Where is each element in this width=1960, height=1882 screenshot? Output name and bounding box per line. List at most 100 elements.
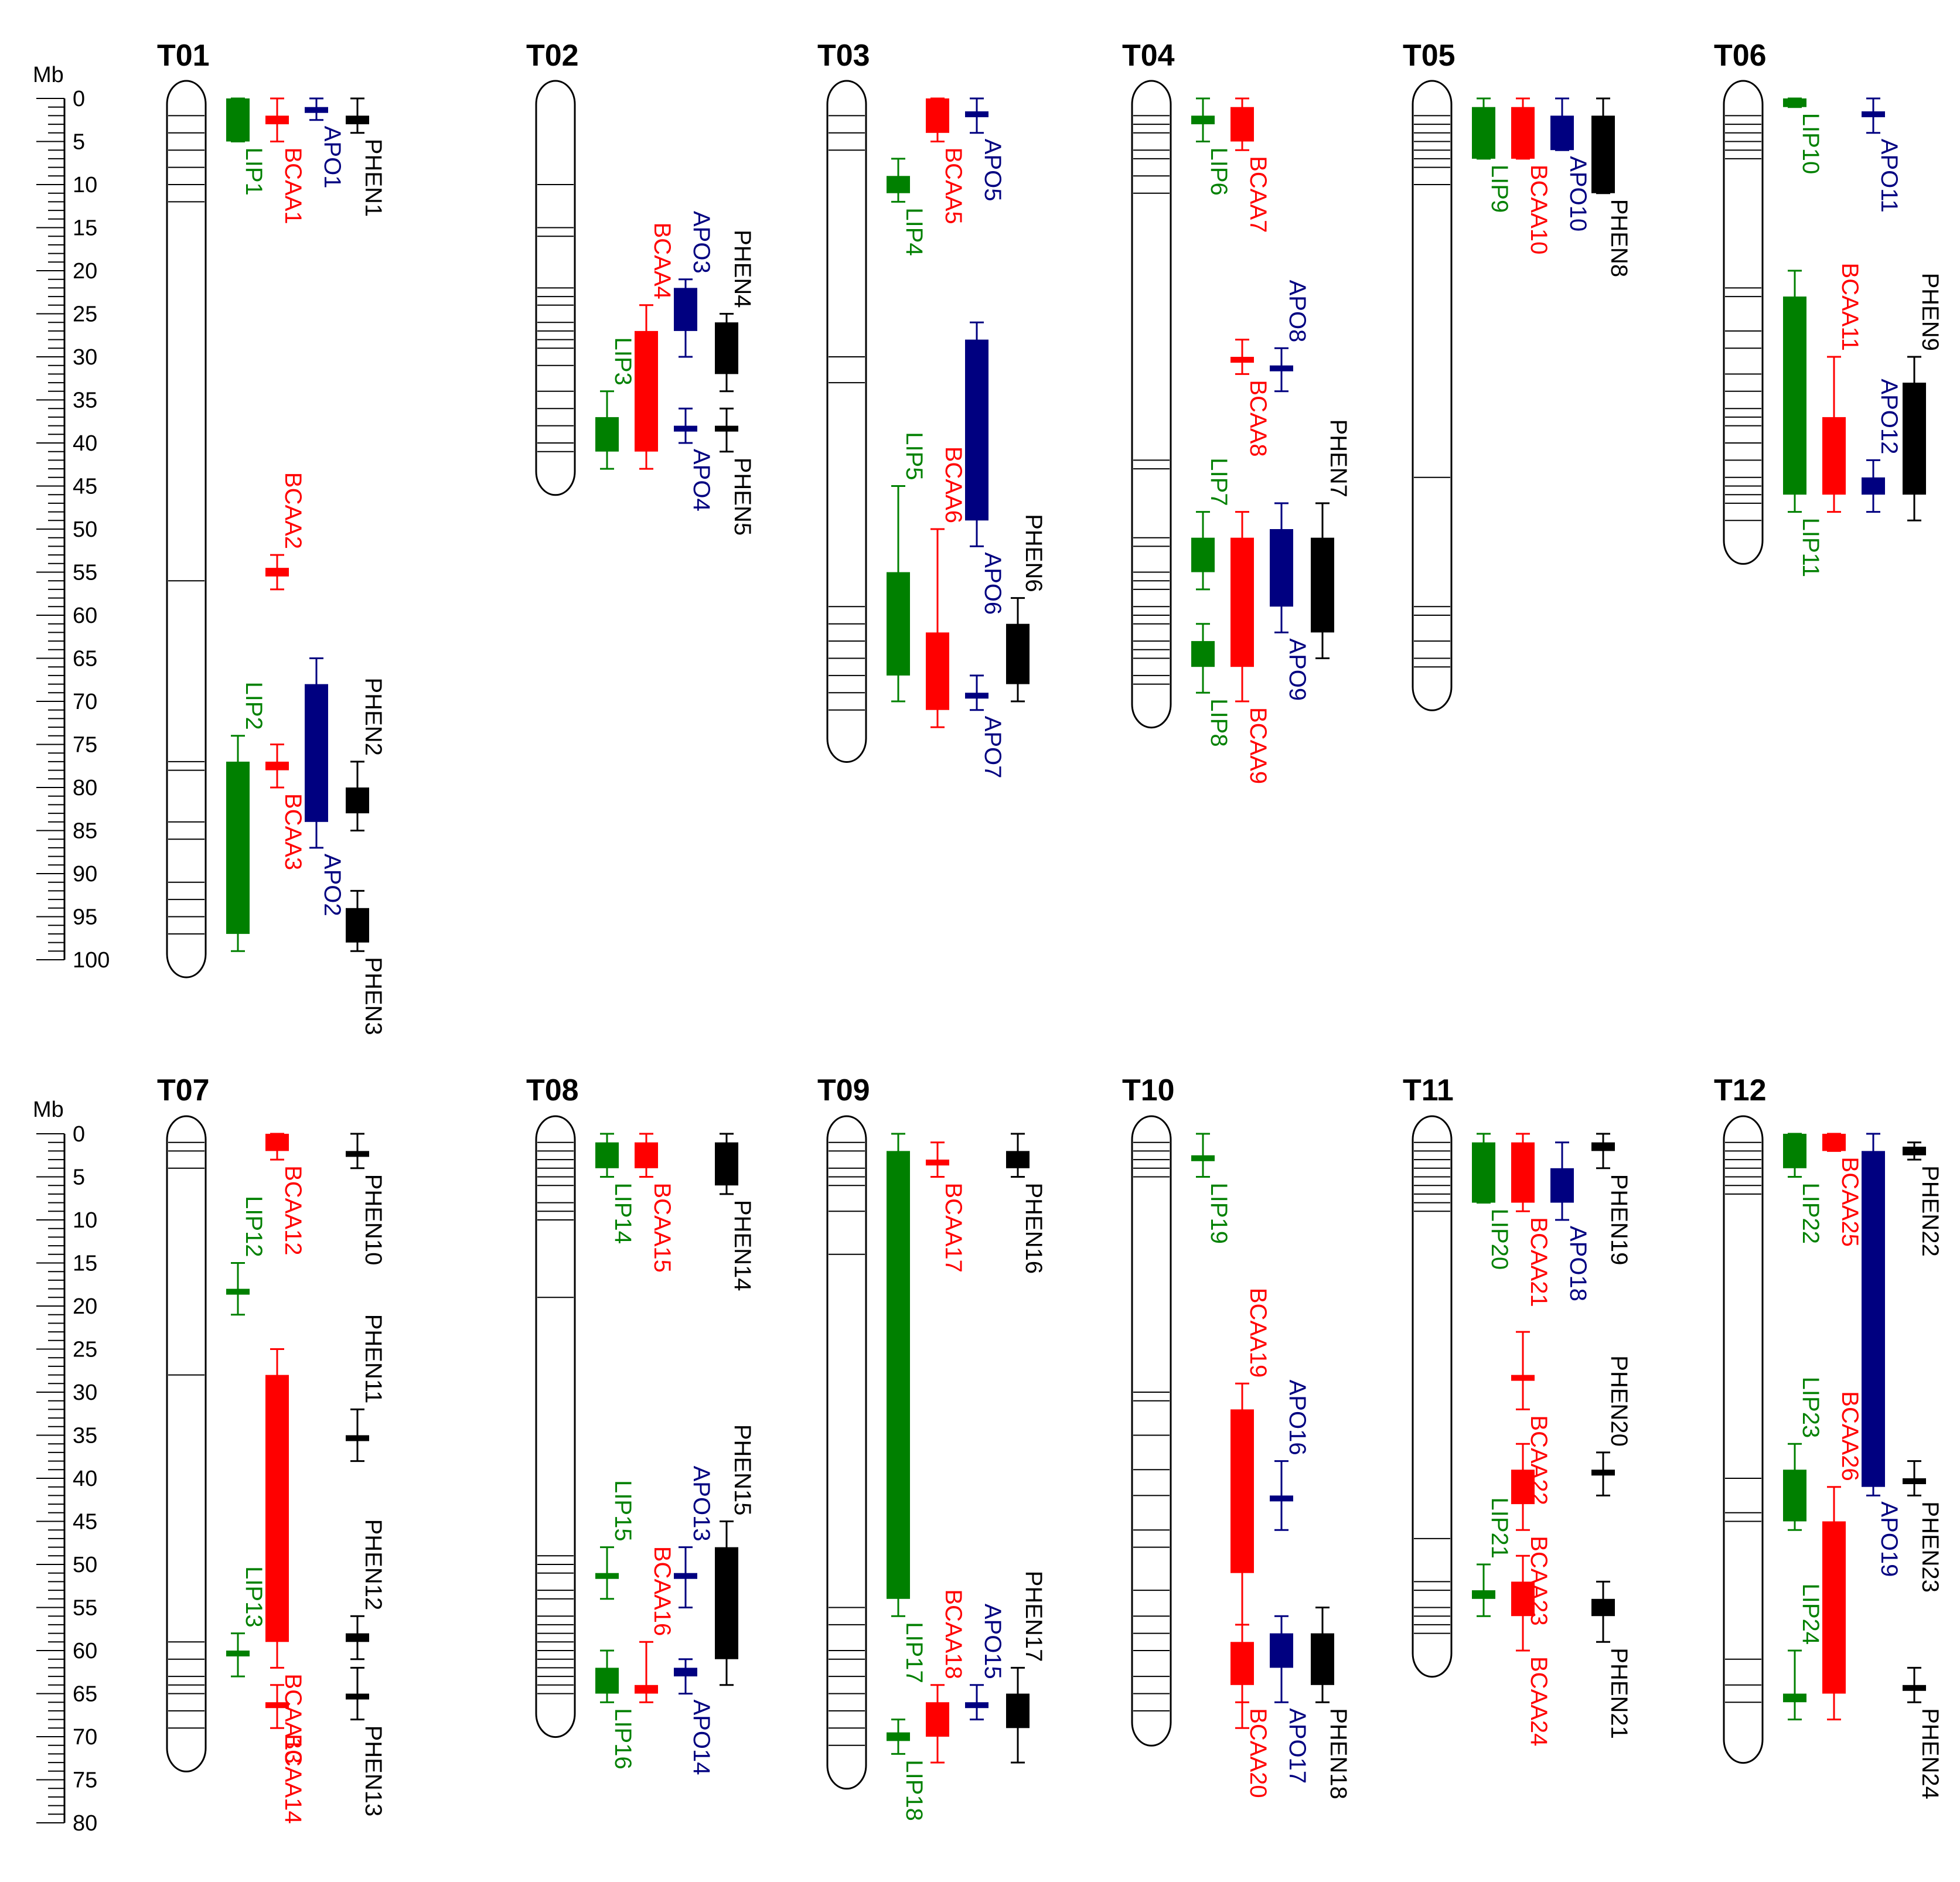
axis-tick-label: 20 <box>73 259 97 284</box>
axis-unit-label: Mb <box>33 1097 64 1122</box>
chromosome-body <box>1723 80 1764 565</box>
axis-tick-label: 15 <box>73 216 97 241</box>
qtl-peak-bar <box>1270 529 1293 607</box>
qtl-BCAA18: BCAA18 <box>926 1589 966 1764</box>
qtl-LIP16: LIP16 <box>595 1649 636 1770</box>
qtl-peak-bar <box>595 1573 619 1579</box>
axis-tick-label: 0 <box>73 87 85 111</box>
qtl-label: LIP10 <box>1798 113 1823 175</box>
qtl-label: PHEN17 <box>1021 1571 1047 1662</box>
chromosome-T07: T07 BCAA12 PHEN10 LIP12 BCAA13 PHEN11 LIP13 PHE… <box>157 1073 386 1824</box>
qtl-BCAA26: BCAA26 <box>1822 1391 1863 1721</box>
qtl-peak-bar <box>1472 1590 1495 1599</box>
qtl-label: BCAA7 <box>1245 156 1271 233</box>
chromosome-title: T02 <box>526 39 579 73</box>
qtl-label: PHEN18 <box>1325 1708 1351 1799</box>
qtl-APO6: APO6 <box>965 321 1005 615</box>
qtl-label: BCAA6 <box>940 446 966 523</box>
qtl-label: LIP5 <box>901 432 927 480</box>
qtl-BCAA4: BCAA4 <box>635 223 675 470</box>
chromosome-body <box>166 1115 207 1772</box>
axis-tick-label: 45 <box>73 475 97 499</box>
qtl-peak-bar <box>674 1668 697 1677</box>
qtl-label: APO10 <box>1565 156 1591 231</box>
qtl-peak-bar <box>1783 1134 1806 1168</box>
qtl-BCAA6: BCAA6 <box>926 446 966 728</box>
qtl-peak-bar <box>1311 1633 1334 1685</box>
axis-tick-label: 85 <box>73 819 97 844</box>
qtl-APO12: APO12 <box>1862 379 1902 513</box>
chromosome-T12: T12 LIP22 BCAA25 APO19 PHEN22 LIP23 BCAA26 PHEN… <box>1714 1073 1943 1799</box>
qtl-label: PHEN19 <box>1606 1174 1632 1266</box>
axis-tick-label: 65 <box>73 647 97 671</box>
qtl-peak-bar <box>595 1668 619 1694</box>
axis-tick-label: 80 <box>73 1811 97 1836</box>
axis-tick-label: 35 <box>73 388 97 413</box>
qtl-peak-bar <box>1591 1142 1615 1151</box>
qtl-BCAA14: BCAA14 <box>265 1684 306 1824</box>
qtl-APO15: APO15 <box>965 1604 1005 1721</box>
qtl-label: BCAA5 <box>940 148 966 224</box>
qtl-peak-bar <box>965 1702 988 1709</box>
qtl-APO3: APO3 <box>674 211 714 358</box>
qtl-peak-bar <box>595 417 619 452</box>
qtl-label: PHEN10 <box>360 1174 386 1266</box>
qtl-peak-bar <box>1270 1495 1293 1502</box>
qtl-PHEN1: PHEN1 <box>346 97 386 217</box>
qtl-LIP1: LIP1 <box>226 97 267 196</box>
qtl-BCAA8: BCAA8 <box>1230 339 1271 457</box>
qtl-peak-bar <box>887 176 910 193</box>
qtl-peak-bar <box>674 1573 697 1579</box>
axis-tick-label: 65 <box>73 1682 97 1707</box>
chromosome-T01: T01 LIP1 BCAA1 APO1 PHEN1 BCAA2 LIP2 BCAA3 APO2 P… <box>157 39 386 1035</box>
qtl-APO1: APO1 <box>305 97 345 189</box>
axis-tick-label: 40 <box>73 431 97 456</box>
chromosome-T05: T05 LIP9 BCAA10 APO10 PHEN8 <box>1403 39 1632 711</box>
qtl-peak-bar <box>1191 1155 1215 1161</box>
axis-tick-label: 75 <box>73 733 97 758</box>
qtl-label: BCAA11 <box>1837 263 1863 351</box>
qtl-LIP7: LIP7 <box>1191 458 1232 591</box>
qtl-APO16: APO16 <box>1270 1380 1310 1531</box>
qtl-peak-bar <box>1903 1478 1926 1484</box>
qtl-label: BCAA24 <box>1526 1656 1552 1746</box>
qtl-LIP22: LIP22 <box>1783 1133 1823 1244</box>
qtl-PHEN11: PHEN11 <box>346 1314 386 1462</box>
qtl-LIP15: LIP15 <box>595 1480 636 1600</box>
qtl-label: BCAA19 <box>1245 1288 1271 1378</box>
chromosome-body <box>535 1115 576 1738</box>
qtl-APO18: APO18 <box>1550 1141 1591 1301</box>
qtl-LIP18: LIP18 <box>887 1719 927 1821</box>
qtl-label: BCAA14 <box>280 1734 306 1823</box>
chromosome-body <box>1131 80 1172 729</box>
qtl-peak-bar <box>226 1651 250 1656</box>
qtl-LIP4: LIP4 <box>887 158 927 256</box>
qtl-label: APO8 <box>1284 280 1310 343</box>
axis-tick-label: 20 <box>73 1294 97 1319</box>
qtl-BCAA21: BCAA21 <box>1511 1133 1552 1307</box>
chromosome-title: T07 <box>157 1073 210 1107</box>
qtl-label: APO7 <box>980 716 1005 779</box>
qtl-label: LIP18 <box>901 1760 927 1821</box>
axis-tick-label: 100 <box>73 948 110 973</box>
qtl-label: APO17 <box>1284 1708 1310 1784</box>
qtl-peak-bar <box>346 115 369 125</box>
axis-tick-label: 90 <box>73 862 97 887</box>
qtl-label: LIP14 <box>610 1183 636 1245</box>
qtl-label: BCAA20 <box>1245 1708 1271 1798</box>
axis-tick-label: 55 <box>73 561 97 585</box>
qtl-label: APO1 <box>319 126 345 189</box>
qtl-label: LIP8 <box>1206 698 1232 746</box>
qtl-peak-bar <box>1472 1142 1495 1203</box>
qtl-peak-bar <box>346 1435 369 1441</box>
qtl-peak-bar <box>226 98 250 142</box>
qtl-peak-bar <box>1591 1598 1615 1617</box>
axis-tick-label: 45 <box>73 1510 97 1535</box>
qtl-peak-bar <box>1903 383 1926 495</box>
qtl-BCAA3: BCAA3 <box>265 744 306 870</box>
qtl-BCAA17: BCAA17 <box>926 1141 966 1273</box>
qtl-peak-bar <box>1591 1470 1615 1476</box>
qtl-peak-bar <box>715 425 738 432</box>
qtl-label: BCAA1 <box>280 148 306 224</box>
qtl-APO5: APO5 <box>965 97 1005 202</box>
